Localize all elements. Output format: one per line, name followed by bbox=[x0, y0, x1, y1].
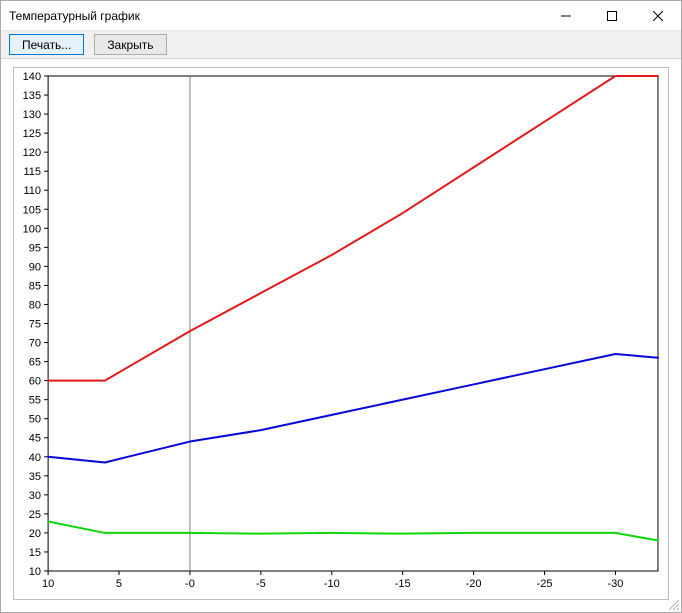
resize-grip-icon[interactable] bbox=[667, 598, 679, 610]
minimize-icon bbox=[561, 11, 571, 21]
svg-text:50: 50 bbox=[29, 414, 41, 426]
svg-text:-0: -0 bbox=[185, 578, 195, 590]
svg-text:70: 70 bbox=[29, 338, 41, 350]
window-title: Температурный график bbox=[9, 9, 140, 23]
close-button[interactable] bbox=[635, 1, 681, 31]
svg-text:80: 80 bbox=[29, 299, 41, 311]
svg-text:10: 10 bbox=[29, 566, 41, 578]
close-window-button-label: Закрыть bbox=[107, 38, 153, 52]
svg-text:110: 110 bbox=[24, 185, 42, 197]
svg-text:-15: -15 bbox=[395, 578, 411, 590]
svg-text:-5: -5 bbox=[256, 578, 266, 590]
svg-text:30: 30 bbox=[29, 490, 41, 502]
close-window-button[interactable]: Закрыть bbox=[94, 34, 166, 55]
svg-text:45: 45 bbox=[29, 433, 41, 445]
app-window: Температурный график Печать... Закрыть 1… bbox=[0, 0, 682, 613]
svg-text:35: 35 bbox=[29, 471, 41, 483]
svg-text:105: 105 bbox=[23, 204, 41, 216]
svg-text:65: 65 bbox=[29, 357, 41, 369]
print-button[interactable]: Печать... bbox=[9, 34, 84, 55]
svg-text:55: 55 bbox=[29, 395, 41, 407]
svg-text:125: 125 bbox=[23, 128, 41, 140]
svg-text:60: 60 bbox=[29, 376, 41, 388]
toolbar: Печать... Закрыть bbox=[1, 31, 681, 59]
chart-frame: 10 15 20 25 30 35 40 45 50 55 60 65 70 75 80 85 90 95 100 1… bbox=[13, 67, 669, 600]
maximize-icon bbox=[607, 11, 617, 21]
svg-text:10: 10 bbox=[42, 578, 54, 590]
svg-text:95: 95 bbox=[29, 242, 41, 254]
svg-text:75: 75 bbox=[29, 319, 41, 331]
svg-text:135: 135 bbox=[23, 90, 41, 102]
svg-text:140: 140 bbox=[23, 71, 41, 83]
svg-text:20: 20 bbox=[29, 528, 41, 540]
svg-text:130: 130 bbox=[23, 109, 41, 121]
content-area: 10 15 20 25 30 35 40 45 50 55 60 65 70 75 80 85 90 95 100 1… bbox=[1, 59, 681, 612]
svg-text:120: 120 bbox=[23, 147, 41, 159]
svg-text:90: 90 bbox=[29, 261, 41, 273]
svg-text:-20: -20 bbox=[466, 578, 482, 590]
svg-text:-25: -25 bbox=[537, 578, 553, 590]
svg-text:115: 115 bbox=[24, 166, 42, 178]
svg-text:5: 5 bbox=[116, 578, 122, 590]
svg-text:15: 15 bbox=[29, 547, 41, 559]
svg-text:-10: -10 bbox=[324, 578, 340, 590]
svg-text:100: 100 bbox=[23, 223, 41, 235]
print-button-label: Печать... bbox=[22, 38, 71, 52]
svg-text:40: 40 bbox=[29, 452, 41, 464]
maximize-button[interactable] bbox=[589, 1, 635, 31]
svg-text:85: 85 bbox=[29, 280, 41, 292]
titlebar[interactable]: Температурный график bbox=[1, 1, 681, 31]
svg-text:25: 25 bbox=[29, 509, 41, 521]
minimize-button[interactable] bbox=[543, 1, 589, 31]
close-icon bbox=[653, 11, 663, 21]
svg-text:-30: -30 bbox=[607, 578, 623, 590]
temperature-chart: 10 15 20 25 30 35 40 45 50 55 60 65 70 75 80 85 90 95 100 1… bbox=[14, 68, 668, 599]
